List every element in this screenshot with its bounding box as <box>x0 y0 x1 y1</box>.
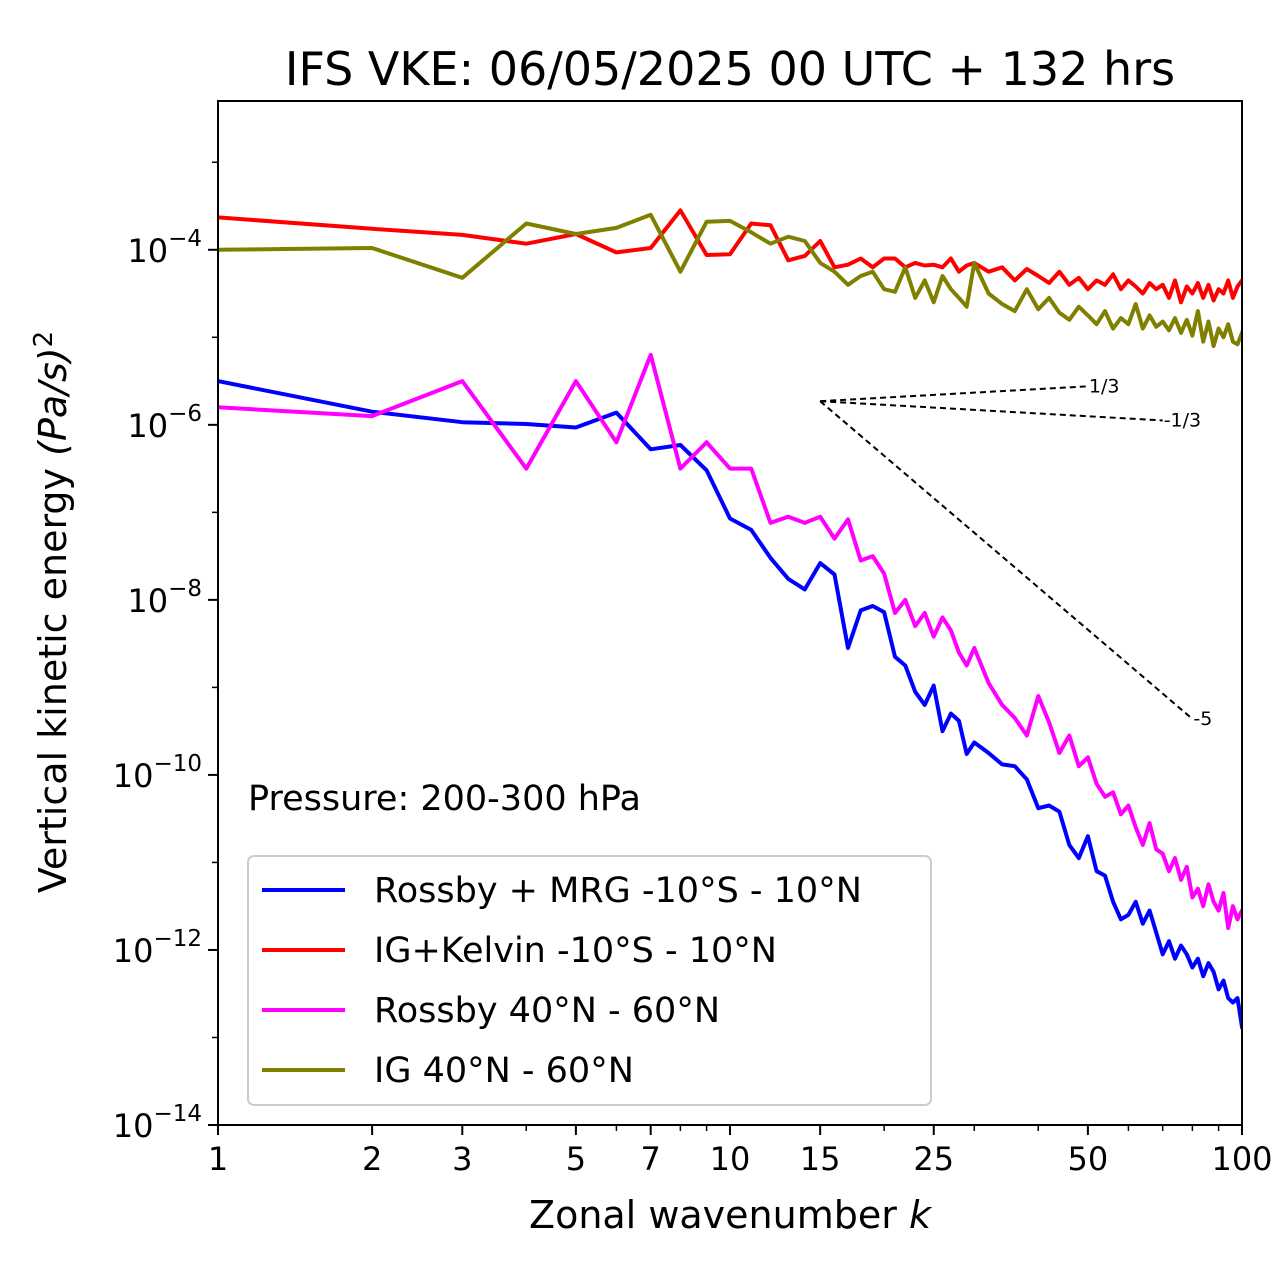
series-line-4 <box>218 212 1242 349</box>
series-line-1 <box>218 379 1242 1030</box>
y-axis-units-exponent: 2 <box>29 331 59 348</box>
chart-title: IFS VKE: 06/05/2025 00 UTC + 132 hrs <box>285 42 1175 96</box>
y-tick-label: 10−4 <box>127 226 202 270</box>
x-axis-label-text: Zonal wavenumber <box>529 1193 897 1237</box>
x-tick-label: 100 <box>1211 1140 1272 1178</box>
x-tick-label: 2 <box>362 1140 382 1178</box>
x-axis-label: Zonal wavenumber k <box>529 1193 933 1237</box>
series-line-3 <box>218 352 1242 931</box>
x-tick-label: 7 <box>641 1140 661 1178</box>
y-tick-label: 10−8 <box>127 576 202 620</box>
reference-slope-label-1: 1/3 <box>1089 375 1120 397</box>
x-tick-label: 15 <box>800 1140 841 1178</box>
reference-slope-line-1 <box>820 385 1088 403</box>
legend-label-3: Rossby 40°N - 60°N <box>374 991 720 1031</box>
y-axis-units: (Pa/s) <box>31 347 75 455</box>
y-tick-label: 10−12 <box>113 926 202 970</box>
axis-ticks: 1 2 3 5 7 10 15 25 50 100 10−14 10−12 10−10 10−8 10−6 1… <box>113 161 1273 1178</box>
x-tick-label: 3 <box>452 1140 472 1178</box>
x-axis-variable: k <box>909 1193 933 1237</box>
legend: Rossby + MRG -10°S - 10°N IG+Kelvin -10°S… <box>247 855 932 1106</box>
legend-label-1: Rossby + MRG -10°S - 10°N <box>374 871 862 911</box>
x-tick-label: 1 <box>208 1140 228 1178</box>
series-line-2 <box>218 208 1242 305</box>
reference-slope-line-2 <box>820 400 1163 422</box>
pressure-annotation: Pressure: 200-300 hPa <box>248 779 641 819</box>
legend-label-4: IG 40°N - 60°N <box>374 1051 634 1091</box>
reference-slope-line-3 <box>819 400 1194 720</box>
x-tick-label: 50 <box>1068 1140 1109 1178</box>
y-tick-label: 10−14 <box>113 1101 202 1145</box>
y-axis-label-text: Vertical kinetic energy <box>31 468 75 893</box>
x-tick-label: 10 <box>710 1140 751 1178</box>
legend-label-2: IG+Kelvin -10°S - 10°N <box>374 931 777 971</box>
y-axis-label: Vertical kinetic energy (Pa/s)2 <box>29 331 75 893</box>
legend-frame <box>247 855 932 1106</box>
reference-slope-label-2: -1/3 <box>1164 409 1201 431</box>
series-lines <box>218 208 1242 1030</box>
y-tick-label: 10−10 <box>113 751 202 795</box>
x-tick-label: 25 <box>913 1140 954 1178</box>
reference-slope-label-3: -5 <box>1193 708 1212 730</box>
y-tick-label: 10−6 <box>127 401 202 445</box>
x-tick-label: 5 <box>566 1140 586 1178</box>
